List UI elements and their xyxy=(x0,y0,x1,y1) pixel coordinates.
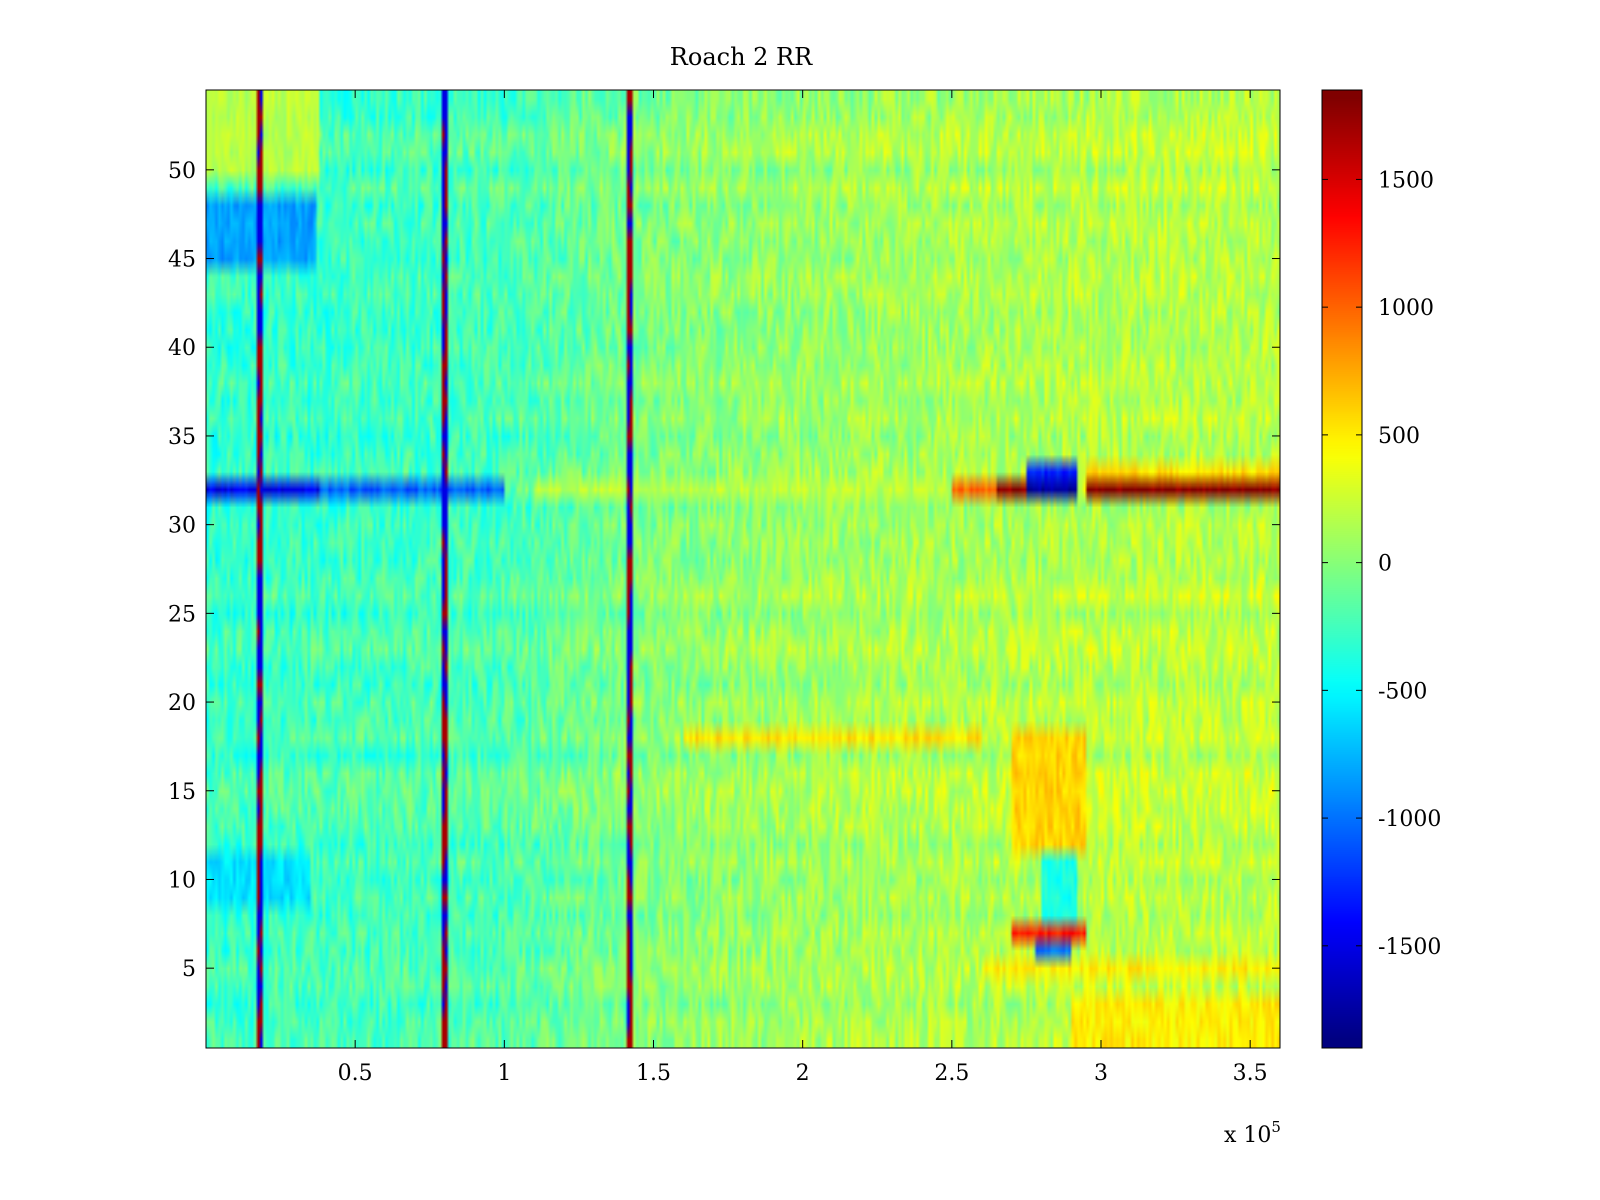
y-tick-label: 45 xyxy=(168,248,196,273)
x-scale-base: x 10 xyxy=(1224,1123,1271,1148)
x-scale-note: x 105 xyxy=(1224,1118,1281,1148)
plot-frame xyxy=(205,89,1281,1049)
colorbar-tick-label: 1500 xyxy=(1378,168,1434,193)
y-tick-label: 40 xyxy=(168,336,196,361)
colorbar xyxy=(1322,90,1362,1048)
x-tick-label: 3.5 xyxy=(1233,1061,1268,1086)
colorbar-tick-label: 1000 xyxy=(1378,296,1434,321)
x-tick-label: 2 xyxy=(796,1061,810,1086)
colorbar-frame xyxy=(1321,89,1363,1049)
heatmap-cells xyxy=(206,90,1280,1048)
colorbar-tick-label: -1000 xyxy=(1378,807,1441,832)
y-tick-label: 5 xyxy=(182,957,196,982)
y-tick-label: 15 xyxy=(168,780,196,805)
y-tick-label: 25 xyxy=(168,602,196,627)
colorbar-axis: -1500 -1000 -500 0 500 1000 1500 xyxy=(1322,168,1441,960)
y-tick-label: 35 xyxy=(168,425,196,450)
x-tick-label: 1.5 xyxy=(636,1061,671,1086)
x-axis: 0.5 1 1.5 2 2.5 3 3.5 xyxy=(338,90,1268,1086)
y-tick-label: 20 xyxy=(168,691,196,716)
x-tick-label: 0.5 xyxy=(338,1061,373,1086)
x-scale-exponent: 5 xyxy=(1271,1118,1281,1136)
colorbar-tick-label: 500 xyxy=(1378,424,1420,449)
x-tick-label: 1 xyxy=(497,1061,511,1086)
chart-title: Roach 2 RR xyxy=(670,43,813,71)
x-tick-label: 2.5 xyxy=(934,1061,969,1086)
x-tick-label: 3 xyxy=(1094,1061,1108,1086)
y-tick-label: 50 xyxy=(168,159,196,184)
y-axis: 5 10 15 20 25 30 35 40 45 50 xyxy=(168,159,1280,982)
colorbar-tick-label: -1500 xyxy=(1378,935,1441,960)
y-tick-label: 30 xyxy=(168,514,196,539)
y-tick-label: 10 xyxy=(168,868,196,893)
colorbar-tick-label: -500 xyxy=(1378,679,1427,704)
colorbar-tick-label: 0 xyxy=(1378,552,1392,577)
